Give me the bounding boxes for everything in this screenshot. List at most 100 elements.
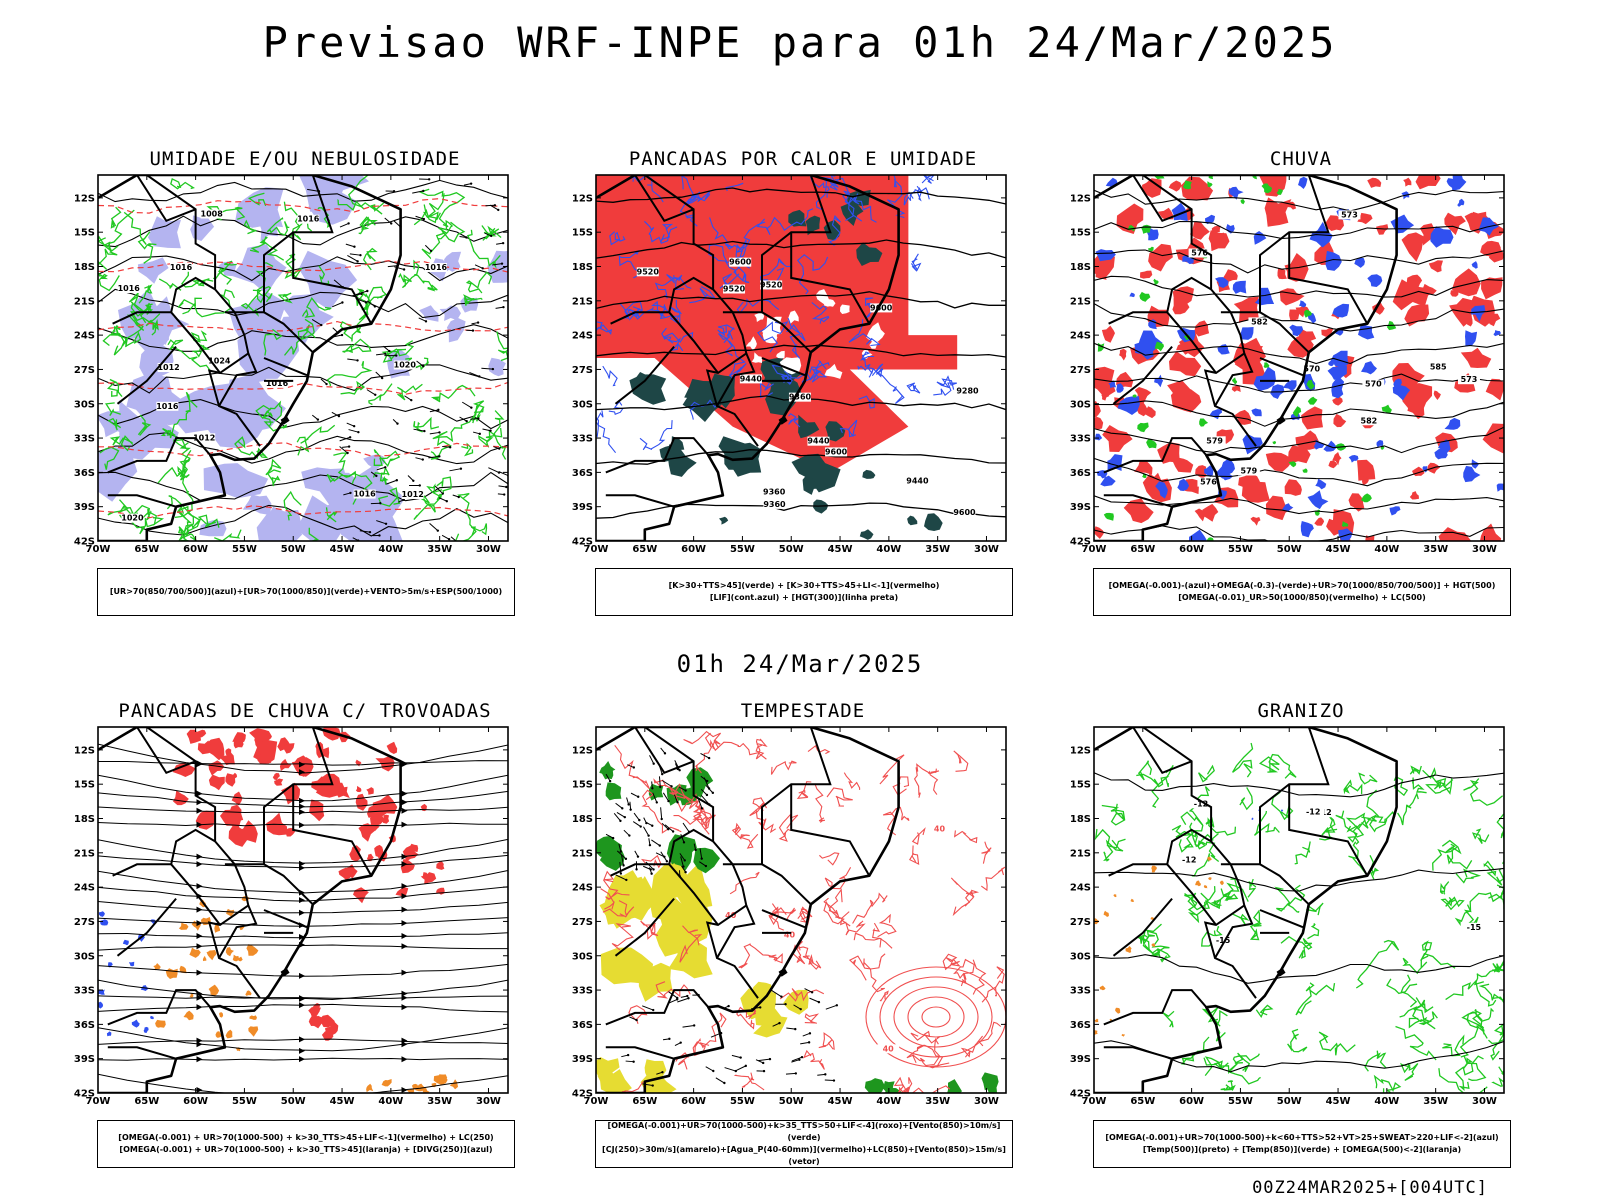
- wind-vector-head: [700, 857, 703, 860]
- rain-green-area: [1307, 396, 1318, 405]
- low-pressure-ring: [907, 996, 965, 1038]
- wind850-green-area: [599, 761, 616, 777]
- axes: 70W 65W 60W 55W 50W 45W 40W 35W 30W 12S 15S 18S 21S 2…: [1070, 726, 1505, 1107]
- lif-contour: [708, 244, 737, 274]
- wind-vector: [682, 822, 690, 833]
- wind-vector-head: [366, 289, 369, 293]
- contour-label-bg: [953, 508, 976, 518]
- x-tick-label: 55W: [730, 544, 755, 555]
- water-contour: [843, 772, 861, 790]
- thunder-orange-area: [189, 993, 194, 998]
- thunder-red-area: [402, 845, 419, 862]
- rain-blue-area: [1209, 409, 1223, 420]
- wind-vector-head: [661, 772, 664, 776]
- thunder-red-area: [308, 1007, 321, 1018]
- streamline-arrow: [401, 932, 408, 939]
- humidity-low-contour: [174, 491, 195, 519]
- wind-vector: [339, 436, 351, 442]
- rain-green-area: [1231, 377, 1238, 385]
- wind-vector-head: [423, 429, 426, 433]
- temp850-contour: [1249, 909, 1262, 941]
- y-tick-label: 33S: [572, 434, 593, 445]
- political-border: [1166, 828, 1217, 926]
- thunder-red-area: [218, 751, 235, 766]
- contour-label-bg: [763, 499, 786, 509]
- cleared-area: [776, 350, 785, 359]
- wind-vector-head: [800, 1055, 804, 1059]
- plot-layers: -12-12-15-12-15-12: [1094, 727, 1504, 1093]
- rain-blue-area: [1177, 478, 1190, 491]
- rain-blue-area: [1389, 506, 1401, 516]
- wind-vector: [605, 773, 611, 782]
- humidity-low-contour: [437, 219, 454, 240]
- humidity-low-contour: [150, 319, 159, 336]
- wind-vector-head: [627, 803, 630, 806]
- wind-vector: [652, 792, 658, 803]
- wind-vector-head: [337, 414, 341, 418]
- rain-blue-area: [1376, 440, 1384, 448]
- water-contour: [893, 1076, 951, 1093]
- temp850-contour: [1441, 839, 1462, 855]
- thunder-orange-area: [237, 956, 243, 962]
- lif-contour: [815, 359, 830, 370]
- political-border: [610, 863, 670, 877]
- water-contour: [682, 925, 700, 946]
- contour-label: 9280: [956, 387, 979, 396]
- contour-label-bg: [1302, 807, 1325, 817]
- contour-label-bg: [121, 513, 144, 523]
- contour-label: 9520: [723, 285, 746, 294]
- y-tick-label: 36S: [74, 468, 95, 479]
- political-border: [1288, 232, 1369, 325]
- rain-red-area: [1362, 476, 1369, 486]
- hgt500-line: [1094, 249, 1504, 274]
- humidity-low-contour: [438, 405, 484, 443]
- wind-vector: [662, 792, 669, 802]
- wind-vector: [682, 1024, 695, 1028]
- temp850-contour: [1346, 823, 1365, 838]
- wind-vector-head: [325, 382, 328, 386]
- y-tick-label: 12S: [74, 193, 95, 204]
- rain-blue-area: [1232, 280, 1247, 294]
- rain-red-area: [1134, 460, 1153, 475]
- rain-green-area: [1206, 537, 1214, 541]
- wind-vector-head: [424, 320, 428, 323]
- wind-vector-head: [667, 828, 670, 831]
- contour-label-bg: [739, 374, 762, 384]
- lif-contour: [654, 274, 675, 299]
- wind-vector: [355, 290, 368, 296]
- jet-yellow-area: [605, 1069, 632, 1093]
- lif-contour: [650, 300, 679, 321]
- omega-orange-area: [1094, 1018, 1099, 1023]
- wind-vector-head: [465, 420, 468, 423]
- humidity-high-area: [419, 305, 439, 322]
- contour-label: 9440: [906, 476, 929, 485]
- political-border: [1108, 863, 1168, 877]
- wind-vector-head: [438, 455, 441, 458]
- panel-title: GRANIZO: [1257, 700, 1345, 722]
- streamline-arrow: [196, 799, 203, 806]
- hgt500-line: [1094, 400, 1504, 427]
- humidity-low-contour: [213, 260, 237, 280]
- rain-red-area: [1449, 297, 1474, 327]
- rain-red-area: [1231, 385, 1241, 392]
- rain-green-area: [1154, 341, 1164, 352]
- wind-vector: [407, 475, 414, 482]
- rain-green-area: [1103, 512, 1114, 521]
- wind-vector: [351, 293, 362, 297]
- wind-vector: [498, 471, 508, 477]
- lif-contour: [906, 382, 921, 394]
- rain-green-area: [1137, 422, 1149, 433]
- thunder-red-area: [319, 1014, 335, 1028]
- thunder-orange-area: [366, 1083, 374, 1093]
- thunder-orange-area: [225, 947, 234, 957]
- wind-vector-head: [503, 493, 506, 496]
- wind-vector-head: [784, 1003, 787, 1006]
- wind-vector-head: [635, 868, 638, 871]
- political-border: [1203, 840, 1257, 999]
- wind-vector-head: [778, 1021, 781, 1025]
- thunder-orange-area: [433, 1074, 448, 1085]
- water-contour: [953, 958, 975, 987]
- cleared-area: [751, 352, 763, 363]
- thunder-red-area: [220, 809, 242, 828]
- x-tick-label: 40W: [1374, 544, 1399, 555]
